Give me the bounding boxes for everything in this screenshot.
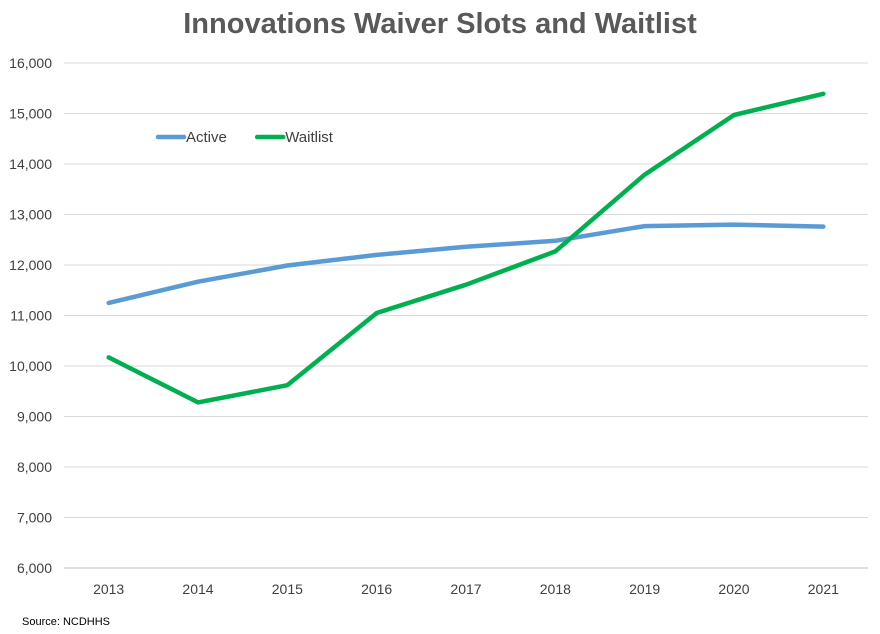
y-tick-label: 15,000 [9, 106, 52, 122]
legend: Active Waitlist [155, 129, 334, 146]
legend-label-waitlist: Waitlist [285, 129, 334, 146]
x-tick-label: 2019 [629, 581, 660, 597]
x-tick-label: 2020 [718, 581, 749, 597]
y-tick-label: 7,000 [17, 510, 52, 526]
x-tick-label: 2016 [361, 581, 392, 597]
y-tick-label: 9,000 [17, 409, 52, 425]
y-tick-label: 13,000 [9, 207, 52, 223]
axes: 6,000 7,000 8,000 9,000 10,000 11,000 12,000 13… [9, 55, 868, 597]
x-tick-label: 2014 [182, 581, 213, 597]
series-lines [106, 91, 826, 405]
legend-label-active: Active [186, 129, 227, 146]
x-tick-label: 2017 [450, 581, 481, 597]
y-tick-label: 6,000 [17, 560, 52, 576]
chart-title: Innovations Waiver Slots and Waitlist [183, 8, 697, 40]
gridlines [64, 62, 868, 518]
x-tick-label: 2021 [808, 581, 839, 597]
y-tick-label: 14,000 [9, 156, 52, 172]
y-tick-label: 11,000 [10, 308, 52, 324]
x-tick-label: 2013 [93, 581, 124, 597]
y-tick-label: 8,000 [17, 459, 52, 475]
x-tick-label: 2018 [540, 581, 571, 597]
y-tick-label: 16,000 [9, 55, 52, 71]
series-line-active [106, 222, 826, 306]
y-tick-label: 10,000 [9, 358, 52, 374]
y-tick-label: 12,000 [9, 257, 52, 273]
source-note: Source: NCDHHS [22, 616, 111, 628]
x-tick-label: 2015 [272, 581, 303, 597]
